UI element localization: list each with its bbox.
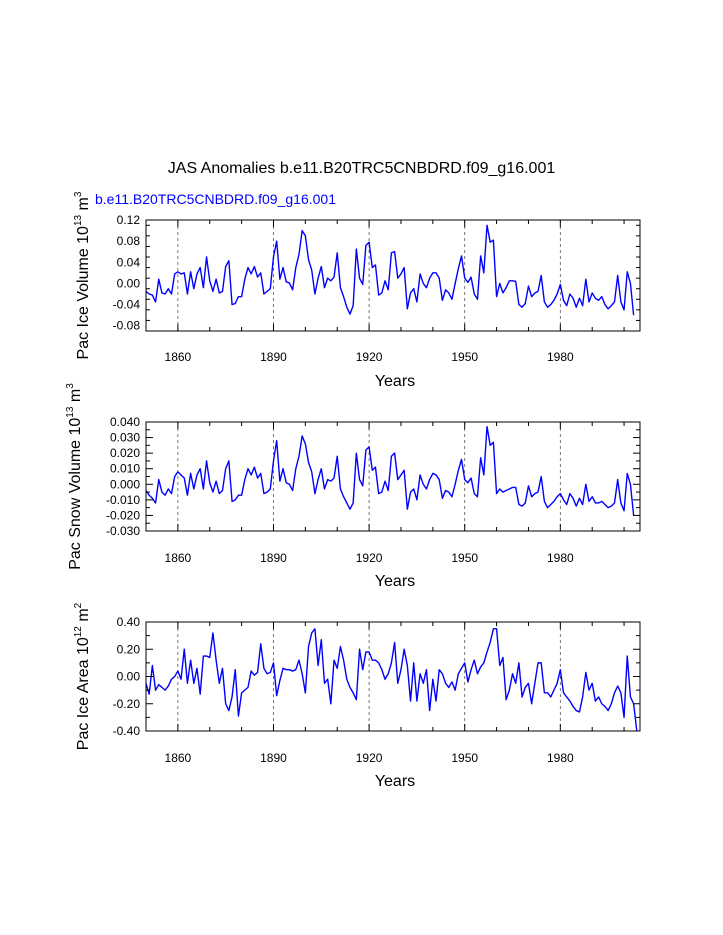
y-axis-label-text: Pac Snow Volume 10 — [67, 418, 84, 570]
y-tick-label: 0.00 — [117, 670, 141, 684]
series-line — [145, 425, 635, 516]
x-tick-label: 1980 — [547, 350, 574, 364]
y-axis-label-text: Pac Ice Area 10 — [75, 637, 92, 750]
y-tick-label: -0.030 — [106, 524, 140, 538]
y-axis-label-exponent: 13 — [65, 406, 76, 418]
figure-title: JAS Anomalies b.e11.B20TRC5CNBDRD.f09_g1… — [168, 160, 556, 177]
x-tick-label: 1920 — [356, 551, 383, 565]
y-tick-label: -0.020 — [106, 508, 140, 522]
y-tick-label: 0.030 — [110, 431, 140, 445]
chart-panel-pac-ice-volume: 1860 1890 1920 1950 1980 -0.08 -0.04 0.00 0.04 0.… — [73, 191, 641, 390]
series-line — [145, 628, 638, 732]
y-tick-label: -0.40 — [113, 724, 141, 738]
y-axis-label-exponent: 2 — [73, 602, 84, 608]
chart-panel-pac-ice-area: 1860 1890 1920 1950 1980 -0.40 -0.20 0.00 0.20 0.… — [73, 602, 641, 790]
series-label: b.e11.B20TRC5CNBDRD.f09_g16.001 — [95, 191, 336, 207]
y-tick-label: 0.04 — [117, 255, 141, 269]
y-tick-label: 0.20 — [117, 642, 141, 656]
x-tick-label: 1890 — [260, 751, 287, 765]
y-tick-label: -0.010 — [106, 493, 140, 507]
y-tick-label: 0.00 — [117, 276, 141, 290]
panels: 1860 1890 1920 1950 1980 -0.08 -0.04 0.00 0.04 0.… — [65, 191, 641, 790]
y-tick-label: -0.20 — [113, 697, 141, 711]
x-tick-label: 1980 — [547, 551, 574, 565]
x-tick-label: 1860 — [165, 751, 192, 765]
y-axis-label-exponent: 13 — [73, 214, 84, 226]
y-axis-label-text: Pac Ice Volume 10 — [75, 226, 92, 360]
series-line — [145, 224, 635, 316]
x-tick-label: 1890 — [260, 350, 287, 364]
x-axis-label: Years — [375, 573, 415, 590]
y-tick-label: 0.08 — [117, 234, 141, 248]
x-tick-label: 1950 — [451, 751, 478, 765]
x-tick-label: 1890 — [260, 551, 287, 565]
y-axis-label-exponent: 3 — [73, 191, 84, 197]
y-axis-label-text: m — [67, 389, 84, 407]
y-axis-label: Pac Ice Volume 1013 m3 — [73, 191, 92, 359]
x-axis-label: Years — [375, 373, 415, 390]
y-tick-label: 0.12 — [117, 213, 141, 227]
y-tick-label: 0.040 — [110, 415, 140, 429]
x-axis-label: Years — [375, 773, 415, 790]
x-tick-label: 1860 — [165, 350, 192, 364]
x-tick-label: 1950 — [451, 350, 478, 364]
y-tick-label: -0.04 — [113, 298, 141, 312]
x-tick-label: 1920 — [356, 350, 383, 364]
y-tick-label: 0.40 — [117, 615, 141, 629]
y-axis-label: Pac Snow Volume 1013 m3 — [65, 383, 84, 570]
y-tick-label: 0.010 — [110, 462, 140, 476]
y-tick-label: 0.000 — [110, 477, 140, 491]
plot-frame — [145, 219, 641, 332]
y-tick-label: -0.08 — [113, 319, 141, 333]
y-axis-label-exponent: 12 — [73, 626, 84, 638]
y-tick-label: 0.020 — [110, 446, 140, 460]
y-axis-label-exponent: 3 — [65, 383, 76, 389]
y-axis-label-text: m — [75, 197, 92, 215]
chart-panel-pac-snow-volume: 1860 1890 1920 1950 1980 -0.030 -0.020-0.010 0.… — [65, 383, 641, 590]
plot-frame — [145, 421, 641, 532]
x-tick-label: 1980 — [547, 751, 574, 765]
x-tick-label: 1920 — [356, 751, 383, 765]
y-axis-label-text: m — [75, 608, 92, 626]
y-axis-label: Pac Ice Area 1012 m2 — [73, 602, 92, 750]
x-tick-label: 1860 — [165, 551, 192, 565]
x-tick-label: 1950 — [451, 551, 478, 565]
